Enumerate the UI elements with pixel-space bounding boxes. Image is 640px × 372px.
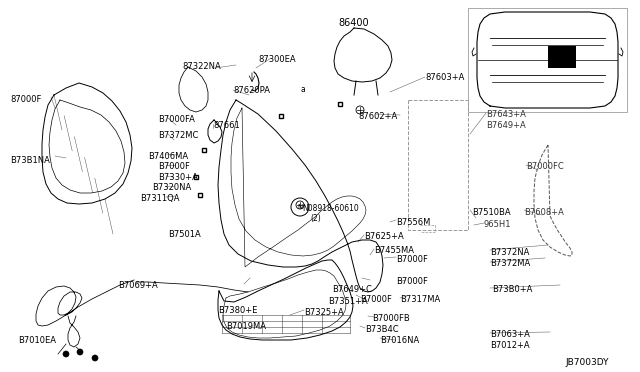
Text: a: a [301, 86, 305, 94]
Text: B7000F: B7000F [396, 255, 428, 264]
Text: B7372NA: B7372NA [490, 248, 529, 257]
Text: 87603+A: 87603+A [425, 73, 465, 82]
Circle shape [63, 351, 69, 357]
Text: (2): (2) [310, 214, 321, 223]
Text: B7649+C: B7649+C [332, 285, 372, 294]
Text: B7556M: B7556M [396, 218, 430, 227]
Text: B7012+A: B7012+A [490, 341, 530, 350]
Text: B73B4C: B73B4C [365, 325, 399, 334]
Text: 87300EA: 87300EA [258, 55, 296, 64]
Text: N: N [298, 204, 303, 210]
Text: B7000FA: B7000FA [158, 115, 195, 124]
Bar [468, 8, 627, 112]
Text: B7000FB: B7000FB [372, 314, 410, 323]
Text: B7330+A: B7330+A [158, 173, 198, 182]
Text: N08918-60610: N08918-60610 [302, 204, 359, 213]
Text: B73B1NA: B73B1NA [10, 156, 50, 165]
Text: B7000FC: B7000FC [526, 162, 564, 171]
Text: 87322NA: 87322NA [182, 62, 221, 71]
Text: B7317MA: B7317MA [400, 295, 440, 304]
Text: B7000F: B7000F [360, 295, 392, 304]
Text: B7372MA: B7372MA [490, 259, 531, 268]
Text: B7000F: B7000F [396, 277, 428, 286]
Text: 86400: 86400 [338, 18, 369, 28]
Text: B7016NA: B7016NA [380, 336, 419, 345]
Text: B7351+A: B7351+A [328, 297, 368, 306]
Text: B7069+A: B7069+A [118, 281, 157, 290]
Text: 965H1: 965H1 [484, 220, 511, 229]
Text: B7510BA: B7510BA [472, 208, 511, 217]
Text: B7501A: B7501A [168, 230, 201, 239]
Text: B7649+A: B7649+A [486, 121, 525, 130]
Text: B7311QA: B7311QA [140, 194, 179, 203]
Text: B7372MC: B7372MC [158, 131, 198, 140]
Text: B7406MA: B7406MA [148, 152, 188, 161]
Circle shape [92, 355, 98, 361]
Text: B7325+A: B7325+A [304, 308, 344, 317]
Text: 87000F: 87000F [10, 95, 42, 104]
Text: B7000F: B7000F [158, 162, 190, 171]
Text: B7380+E: B7380+E [218, 306, 257, 315]
Circle shape [77, 349, 83, 355]
Text: B7625+A: B7625+A [364, 232, 404, 241]
Text: B7643+A: B7643+A [486, 110, 526, 119]
Text: 87661: 87661 [213, 121, 240, 130]
Text: 87620PA: 87620PA [233, 86, 270, 95]
Text: B7063+A: B7063+A [490, 330, 530, 339]
Text: B73B0+A: B73B0+A [492, 285, 532, 294]
Text: JB7003DY: JB7003DY [565, 358, 609, 367]
Text: B7010EA: B7010EA [18, 336, 56, 345]
Text: B7608+A: B7608+A [524, 208, 564, 217]
Text: 87602+A: 87602+A [358, 112, 397, 121]
Text: B7455MA: B7455MA [374, 246, 414, 255]
Text: B7019MA: B7019MA [226, 322, 266, 331]
Text: B7320NA: B7320NA [152, 183, 191, 192]
Bar [548, 46, 576, 68]
